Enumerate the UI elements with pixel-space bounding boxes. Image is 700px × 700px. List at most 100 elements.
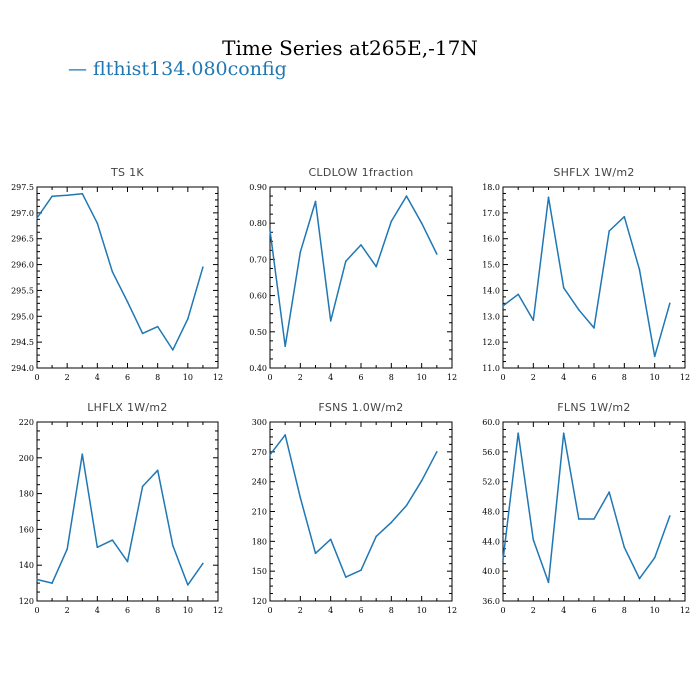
data-point xyxy=(156,325,159,328)
y-tick-label: 270 xyxy=(252,448,267,457)
data-point xyxy=(284,345,286,348)
data-point xyxy=(202,562,204,565)
chart-panel-6: FLNS 1W/m2 0 2 4 6 8 10 12 36.0 40.0 44.0 48.0 52.0 5… xyxy=(482,401,690,615)
x-tick-label: 4 xyxy=(561,373,566,382)
x-tick-label: 6 xyxy=(125,606,130,615)
y-tick-label: 0.70 xyxy=(249,255,267,264)
data-point xyxy=(269,229,271,232)
x-tick-label: 12 xyxy=(680,606,690,615)
data-point xyxy=(314,200,317,203)
plot-frame xyxy=(502,186,686,369)
y-tick-label: 300 xyxy=(252,418,267,427)
plot-frame xyxy=(502,421,686,602)
x-tick-label: 8 xyxy=(389,606,394,615)
panel-title: FLNS 1W/m2 xyxy=(557,401,630,414)
series-line xyxy=(269,434,438,578)
y-tick-label: 48.0 xyxy=(482,508,500,517)
data-point xyxy=(562,287,565,289)
x-tick-label: 12 xyxy=(213,373,223,382)
x-tick-label: 10 xyxy=(650,373,660,382)
x-tick-label: 2 xyxy=(531,373,536,382)
data-point xyxy=(608,491,610,493)
data-point xyxy=(187,318,189,320)
y-tick-label: 160 xyxy=(19,525,34,534)
x-tick-label: 4 xyxy=(328,373,333,382)
y-tick-label: 52.0 xyxy=(482,478,500,487)
data-point xyxy=(202,266,204,268)
x-tick-label: 10 xyxy=(183,606,193,615)
data-point xyxy=(405,504,408,507)
x-tick-label: 0 xyxy=(267,606,272,615)
x-tick-label: 8 xyxy=(155,606,160,615)
data-point xyxy=(669,302,671,305)
y-tick-label: 0.60 xyxy=(249,292,267,301)
panel-title: CLDLOW 1fraction xyxy=(308,166,413,179)
data-point xyxy=(66,548,68,550)
data-point xyxy=(314,552,317,555)
data-point xyxy=(345,576,347,578)
data-point xyxy=(81,453,84,456)
panel-title: LHFLX 1W/m2 xyxy=(87,401,167,414)
chart-panel-2: CLDLOW 1fraction 0 2 4 6 8 10 12 0.40 0.50 0.60 0.7… xyxy=(249,166,457,382)
plot-frame xyxy=(36,421,219,602)
legend-line-icon: — xyxy=(68,58,94,80)
data-point xyxy=(653,556,656,559)
y-tick-label: 150 xyxy=(252,567,267,576)
y-tick-label: 140 xyxy=(19,561,34,570)
y-tick-label: 296.5 xyxy=(11,235,34,244)
y-tick-label: 297.5 xyxy=(11,183,34,192)
x-tick-label: 10 xyxy=(650,606,660,615)
x-tick-label: 4 xyxy=(95,373,100,382)
x-tick-label: 6 xyxy=(358,373,363,382)
y-tick-label: 294.5 xyxy=(11,338,34,347)
y-tick-label: 18.0 xyxy=(482,183,500,192)
y-tick-label: 120 xyxy=(19,597,34,606)
data-point xyxy=(141,485,144,488)
data-point xyxy=(547,196,550,199)
data-point xyxy=(390,220,393,223)
x-tick-label: 0 xyxy=(500,606,505,615)
y-tick-label: 220 xyxy=(19,418,34,427)
y-tick-label: 0.40 xyxy=(249,364,267,373)
data-point xyxy=(299,496,302,499)
data-point xyxy=(502,559,504,561)
x-tick-label: 2 xyxy=(65,606,70,615)
chart-panel-5: FSNS 1.0W/m2 0 2 4 6 8 10 12 120 150 180 210 240 270 3… xyxy=(252,401,457,615)
data-point xyxy=(36,217,38,219)
y-tick-label: 11.0 xyxy=(482,364,500,373)
series-line xyxy=(36,192,204,351)
y-tick-label: 44.0 xyxy=(482,537,500,546)
data-point xyxy=(156,469,159,472)
y-tick-label: 0.90 xyxy=(249,183,267,192)
x-tick-label: 8 xyxy=(155,373,160,382)
y-tick-label: 180 xyxy=(252,537,267,546)
plot-frame xyxy=(269,421,453,602)
plot-frame xyxy=(36,186,219,369)
data-point xyxy=(653,355,656,358)
data-point xyxy=(269,454,271,456)
data-point xyxy=(578,518,580,520)
data-point xyxy=(171,544,174,547)
y-tick-label: 40.0 xyxy=(482,567,500,576)
data-point xyxy=(517,293,519,296)
x-tick-label: 2 xyxy=(298,373,303,382)
data-point xyxy=(623,546,626,549)
chart-panel-3: SHFLX 1W/m2 0 2 4 6 8 10 12 11.0 12.0 13.0 14.0 15.0… xyxy=(482,166,690,382)
data-point xyxy=(360,244,362,246)
y-tick-label: 210 xyxy=(252,508,267,517)
data-point xyxy=(329,320,332,322)
data-point xyxy=(187,584,189,586)
y-tick-label: 120 xyxy=(252,597,267,606)
x-tick-label: 12 xyxy=(447,373,457,382)
chart-panel-1: TS 1K 0 2 4 6 8 10 12 294.0 294.5 295.0 295.5 296.0 2… xyxy=(11,166,223,382)
data-point xyxy=(66,194,68,197)
y-tick-label: 180 xyxy=(19,490,34,499)
y-tick-label: 295.5 xyxy=(11,286,34,295)
y-tick-label: 12.0 xyxy=(482,338,500,347)
x-tick-label: 0 xyxy=(34,373,39,382)
plot-frame xyxy=(269,186,453,369)
x-tick-label: 4 xyxy=(561,606,566,615)
data-point xyxy=(126,560,129,563)
data-point xyxy=(126,301,129,303)
